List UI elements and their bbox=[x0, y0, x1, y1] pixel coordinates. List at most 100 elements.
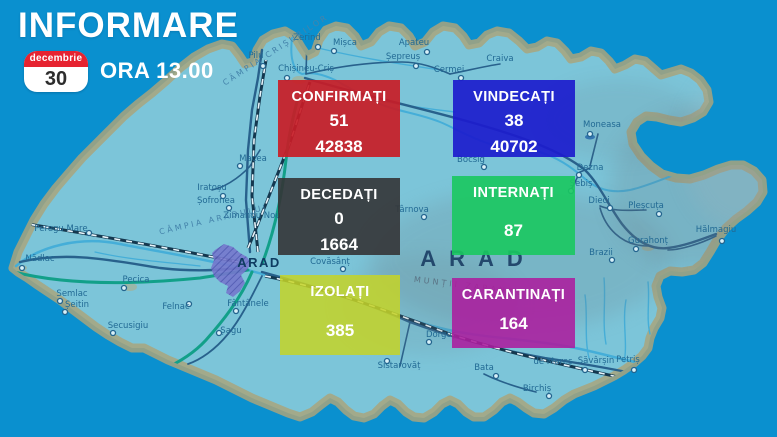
town-label: Dorgoș bbox=[426, 330, 457, 340]
town-marker bbox=[259, 62, 267, 70]
stat-box-izolati: IZOLAȚI 385 bbox=[280, 275, 400, 355]
town-label: Chișineu-Criș bbox=[278, 64, 334, 74]
stat-values: 38 40702 bbox=[490, 108, 537, 159]
town-label: Gurahonț bbox=[628, 236, 669, 246]
arad-city-label: ARAD bbox=[237, 255, 281, 270]
town-marker bbox=[109, 329, 117, 337]
town-marker bbox=[425, 338, 433, 346]
town-marker bbox=[85, 229, 93, 237]
stat-label: IZOLAȚI bbox=[310, 284, 370, 300]
stat-value: 87 bbox=[504, 220, 523, 240]
stat-values: 164 bbox=[499, 311, 527, 341]
town-marker bbox=[215, 329, 223, 337]
stat-box-vindecati: VINDECAȚI 38 40702 bbox=[453, 80, 575, 157]
town-label: Nădlac bbox=[25, 254, 55, 264]
time-label: ORA 13.00 bbox=[100, 58, 214, 84]
town-marker bbox=[185, 300, 193, 308]
stat-values: 51 42838 bbox=[315, 108, 362, 159]
town-label: Șofronea bbox=[197, 196, 235, 206]
town-marker bbox=[630, 366, 638, 374]
town-label: Hălmagiu bbox=[696, 225, 737, 235]
town-label: Dezna bbox=[577, 163, 604, 173]
towns-layer: Pilu Zerind Mișca Apateu Șepreuș Cermei Chișin… bbox=[18, 33, 737, 400]
arad-urban-area bbox=[211, 244, 251, 297]
town-marker bbox=[232, 307, 240, 315]
town-marker bbox=[314, 43, 322, 51]
stat-value-total: 1664 bbox=[320, 234, 358, 254]
town-label: Bocsig bbox=[457, 155, 485, 165]
town-label: Pleșcuța bbox=[628, 201, 664, 211]
town-label: Sebiș bbox=[570, 179, 593, 189]
stat-label: VINDECAȚI bbox=[473, 89, 555, 105]
town-marker bbox=[480, 163, 488, 171]
town-label: Cermei bbox=[434, 65, 464, 75]
calendar-badge: decembrie 30 bbox=[24, 50, 88, 92]
town-marker bbox=[420, 213, 428, 221]
stat-box-carantinati: CARANTINAȚI 164 bbox=[452, 278, 575, 348]
town-marker bbox=[236, 162, 244, 170]
town-label: Petriș bbox=[616, 355, 640, 365]
town-marker bbox=[581, 366, 589, 374]
town-marker bbox=[61, 308, 69, 316]
town-marker bbox=[632, 245, 640, 253]
town-label: Semlac bbox=[56, 289, 87, 299]
town-marker bbox=[655, 210, 663, 218]
town-label: Brazii bbox=[589, 248, 613, 258]
town-label: Șeitin bbox=[65, 300, 89, 310]
town-label: Zerind bbox=[293, 33, 321, 43]
stat-box-decedati: DECEDAȚI 0 1664 bbox=[278, 178, 400, 255]
town-label: Sistarovăț bbox=[378, 361, 421, 371]
town-marker bbox=[219, 192, 227, 200]
header: INFORMARE decembrie 30 ORA 13.00 bbox=[18, 7, 239, 92]
town-marker bbox=[412, 62, 420, 70]
town-label: Zimandu Nou bbox=[223, 211, 281, 221]
town-label: Pecica bbox=[123, 275, 150, 285]
stat-box-internati: INTERNAȚI 87 bbox=[452, 176, 575, 255]
town-label: Moneasa bbox=[583, 120, 621, 130]
stat-value: 385 bbox=[325, 320, 355, 340]
town-label: Fântânele bbox=[227, 299, 268, 309]
town-label: Bata bbox=[474, 363, 494, 373]
town-label: Șepreuș bbox=[386, 52, 421, 62]
town-marker bbox=[545, 392, 553, 400]
stat-values: 385 bbox=[326, 318, 354, 348]
stat-value-new: 38 bbox=[504, 111, 524, 130]
town-label: Mișca bbox=[333, 38, 357, 48]
town-label: Felnac bbox=[162, 302, 190, 312]
town-label: Pilu bbox=[248, 51, 263, 61]
stat-value-total: 42838 bbox=[315, 136, 363, 156]
stat-value-new: 51 bbox=[329, 111, 349, 130]
town-marker bbox=[575, 171, 583, 179]
town-label: Secusigiu bbox=[108, 321, 149, 331]
stat-label: CARANTINAȚI bbox=[461, 287, 566, 303]
stat-label: DECEDAȚI bbox=[300, 187, 378, 203]
town-label: de Mureș bbox=[533, 357, 573, 367]
town-label: Săvârșin bbox=[578, 356, 615, 366]
town-label: Târnova bbox=[394, 205, 429, 215]
town-label: Macea bbox=[239, 154, 267, 164]
town-label: Birchiș bbox=[523, 384, 552, 394]
stat-values: 87 bbox=[504, 218, 523, 248]
town-label: Covăsânț bbox=[310, 257, 350, 267]
stat-box-confirmati: CONFIRMAȚI 51 42838 bbox=[278, 80, 400, 157]
town-marker bbox=[718, 237, 726, 245]
town-label: Iratoșu bbox=[197, 183, 227, 193]
town-marker bbox=[492, 372, 500, 380]
town-marker bbox=[423, 48, 431, 56]
town-marker bbox=[383, 357, 391, 365]
town-label: Șagu bbox=[220, 326, 241, 336]
town-marker bbox=[56, 297, 64, 305]
town-label: Craiva bbox=[486, 54, 513, 64]
stat-value-new: 0 bbox=[334, 209, 344, 228]
town-label: Peregu Mare bbox=[34, 224, 87, 234]
town-marker bbox=[606, 204, 614, 212]
town-marker bbox=[120, 284, 128, 292]
stat-label: CONFIRMAȚI bbox=[291, 89, 387, 105]
town-marker bbox=[586, 130, 594, 138]
town-marker bbox=[18, 264, 26, 272]
town-label: Dieci bbox=[588, 196, 609, 206]
town-marker bbox=[330, 47, 338, 55]
stat-value: 164 bbox=[499, 313, 528, 333]
stat-value-total: 40702 bbox=[490, 136, 538, 156]
town-marker bbox=[608, 256, 616, 264]
